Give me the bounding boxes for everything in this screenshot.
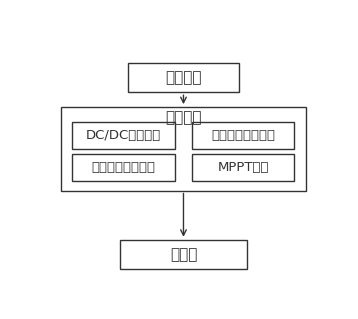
Bar [72,154,175,181]
Text: 检测模块: 检测模块 [165,70,202,85]
Text: MPPT模块: MPPT模块 [217,161,269,174]
Text: 孤岛保护控制模块: 孤岛保护控制模块 [92,161,156,174]
Text: 逆变器: 逆变器 [170,247,197,262]
Bar [72,122,175,149]
Bar [62,107,305,190]
Bar [192,122,294,149]
Text: 低压穿越控制模块: 低压穿越控制模块 [211,129,275,142]
Text: DC/DC控制模块: DC/DC控制模块 [86,129,161,142]
Text: 控制模块: 控制模块 [165,111,202,126]
Bar [128,63,239,92]
Bar [120,240,247,269]
Bar [192,154,294,181]
